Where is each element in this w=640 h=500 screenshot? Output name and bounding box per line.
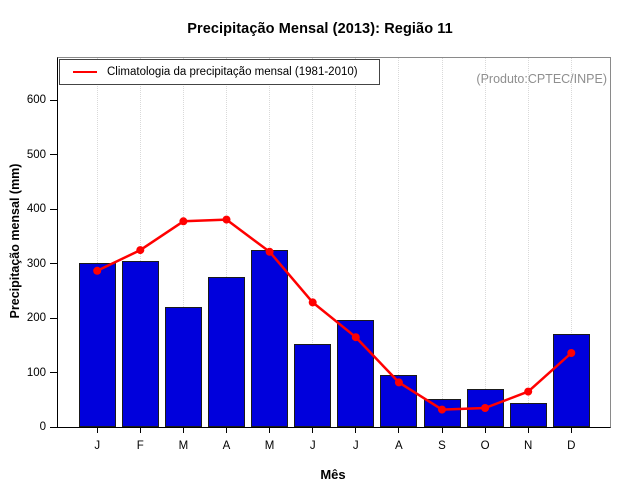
x-tick-label-month-4: A <box>222 440 231 452</box>
x-tick-mark <box>182 427 184 433</box>
climatology-point-month-4 <box>222 215 231 224</box>
x-tick-mark <box>269 427 271 433</box>
bar-month-1 <box>78 263 116 427</box>
climatology-point-month-7 <box>351 333 360 342</box>
climatology-point-month-11 <box>524 387 533 396</box>
legend: Climatologia da precipitação mensal (198… <box>59 59 380 85</box>
x-tick-label-month-7: J <box>352 440 359 452</box>
gridline-month-9 <box>441 58 443 427</box>
y-axis-label: Precipitação mensal (mm) <box>8 163 22 319</box>
gridline-month-11 <box>527 58 529 427</box>
gridline-month-10 <box>484 58 486 427</box>
climatology-point-month-5 <box>265 247 274 256</box>
y-tick-label: 500 <box>26 148 46 161</box>
watermark-text: (Produto:CPTEC/INPE) <box>476 72 607 86</box>
y-tick-label: 400 <box>26 203 46 216</box>
bar-month-11 <box>509 403 547 427</box>
chart-title: Precipitação Mensal (2013): Região 11 <box>187 21 453 37</box>
x-tick-label-month-10: O <box>480 440 490 452</box>
climatology-line-chart <box>93 215 576 414</box>
x-tick-mark <box>96 427 98 433</box>
x-tick-label-month-3: M <box>178 440 189 452</box>
gridline-month-5 <box>269 58 271 427</box>
y-tick-mark <box>50 263 57 265</box>
x-tick-label-month-2: F <box>136 440 144 452</box>
x-tick-label-month-1: J <box>94 440 101 452</box>
x-tick-mark <box>139 427 141 433</box>
climatology-point-month-6 <box>308 298 317 307</box>
x-tick-mark <box>570 427 572 433</box>
x-tick-mark <box>312 427 314 433</box>
legend-red-line-icon <box>73 71 97 73</box>
gridline-month-3 <box>182 58 184 427</box>
gridline-month-12 <box>570 58 572 427</box>
gridline-month-8 <box>398 58 400 427</box>
climatology-point-month-2 <box>136 246 145 255</box>
climatology-point-month-1 <box>93 266 102 275</box>
climatology-point-month-9 <box>438 405 446 414</box>
gridline-month-4 <box>226 58 227 427</box>
y-tick-mark <box>50 372 57 374</box>
x-tick-label-month-8: A <box>395 440 403 452</box>
gridline-month-6 <box>312 58 314 427</box>
x-tick-mark <box>226 427 227 433</box>
gridline-month-2 <box>139 58 141 427</box>
plot-area: 0 100 200 300 400 500 600 J F M A M J J A S O N D Climatol… <box>27 57 611 452</box>
climatology-line <box>96 218 573 411</box>
gridline-month-7 <box>355 58 357 427</box>
x-tick-label-month-12: D <box>567 440 576 452</box>
y-tick-label: 0 <box>39 421 46 433</box>
y-tick-mark <box>50 99 57 101</box>
y-tick-label: 600 <box>26 94 46 107</box>
y-tick-mark <box>50 208 57 210</box>
x-tick-mark <box>398 427 400 433</box>
climatology-point-month-10 <box>481 404 490 412</box>
x-axis-label: Mês <box>320 467 346 482</box>
x-tick-mark <box>484 427 486 433</box>
x-tick-label-month-11: N <box>524 440 533 452</box>
y-tick-label: 200 <box>26 312 46 325</box>
gridline-month-1 <box>96 58 98 427</box>
bar-month-2 <box>121 261 159 427</box>
legend-label: Climatologia da precipitação mensal (198… <box>107 66 358 78</box>
y-tick-label: 300 <box>26 257 46 270</box>
climatology-point-month-8 <box>394 378 403 387</box>
x-tick-label-month-5: M <box>264 440 275 452</box>
x-tick-mark <box>441 427 443 433</box>
bar-month-6 <box>294 344 332 427</box>
climatology-point-month-3 <box>179 217 188 226</box>
y-tick-mark <box>50 154 57 156</box>
bar-month-4 <box>208 277 245 427</box>
x-tick-mark <box>527 427 529 433</box>
y-tick-mark <box>50 317 57 319</box>
x-tick-mark <box>355 427 357 433</box>
y-tick-mark <box>50 426 57 428</box>
bar-month-3 <box>164 306 202 427</box>
climatology-point-month-12 <box>567 349 576 357</box>
x-tick-label-month-6: J <box>309 440 316 452</box>
y-tick-label: 100 <box>26 366 46 379</box>
x-tick-label-month-9: S <box>438 440 446 452</box>
